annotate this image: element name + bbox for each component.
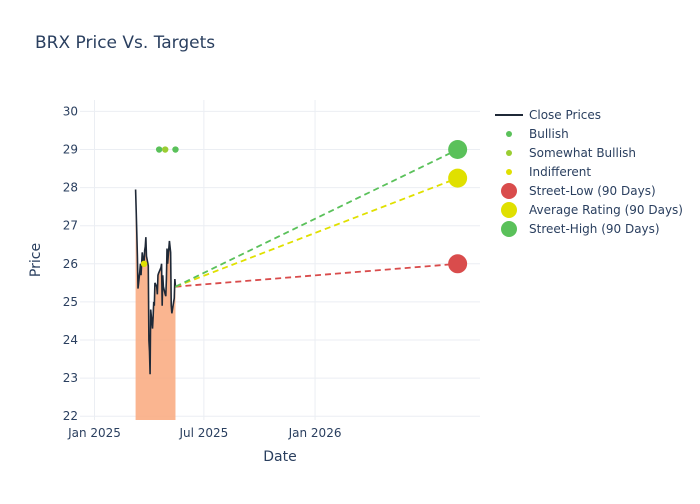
street-low-target-line	[175, 262, 458, 288]
chart-title: BRX Price Vs. Targets	[35, 33, 216, 53]
indifferent-legend-label: Indifferent	[529, 165, 591, 179]
street-high-target-line	[175, 148, 459, 288]
y-tick-label: 27	[63, 219, 78, 233]
average-rating-legend-symbol	[501, 202, 517, 218]
street-low-legend-label: Street-Low (90 Days)	[529, 184, 656, 198]
average-rating-legend-label: Average Rating (90 Days)	[529, 203, 683, 217]
somewhat-bullish-legend-label: Somewhat Bullish	[529, 146, 636, 160]
street-high-legend-label: Street-High (90 Days)	[529, 222, 660, 236]
y-tick-label: 22	[63, 409, 78, 423]
street-high-legend-symbol	[501, 221, 517, 237]
legend: Close Prices Bullish Somewhat Bullish Indif…	[495, 108, 683, 237]
average-rating-target-line	[175, 177, 458, 288]
x-tick-label: Jan 2026	[288, 426, 342, 440]
street-low-target-marker	[448, 254, 468, 274]
price-lines	[134, 148, 459, 375]
y-tick-label: 30	[63, 104, 78, 118]
y-tick-label: 29	[63, 143, 78, 157]
y-tick-label: 23	[63, 371, 78, 385]
average-rating-target-marker	[448, 168, 468, 188]
bullish-rating-point	[172, 146, 179, 153]
y-axis-title: Price	[28, 243, 44, 277]
indifferent-rating-point	[140, 260, 148, 268]
bullish-legend-label: Bullish	[529, 127, 569, 141]
somewhat-bullish-rating-point	[161, 146, 169, 153]
x-tick-label: Jul 2025	[178, 426, 228, 440]
somewhat-bullish-legend-symbol	[506, 150, 512, 156]
x-axis-title: Date	[263, 449, 296, 465]
street-high-target-marker	[448, 140, 468, 160]
markers	[140, 140, 468, 274]
close-prices-legend-label: Close Prices	[529, 108, 601, 122]
y-tick-label: 26	[63, 257, 78, 271]
x-tick-label: Jan 2025	[67, 426, 121, 440]
indifferent-legend-symbol	[506, 169, 512, 175]
y-tick-label: 25	[63, 295, 78, 309]
axes: 22 23 24 25 26 27 28 29 30 Jan 2025 Jul 2025 Jan 20…	[28, 104, 341, 465]
y-tick-label: 24	[63, 333, 78, 347]
street-low-legend-symbol	[501, 183, 517, 199]
close-area	[135, 189, 176, 420]
bullish-rating-point	[155, 146, 163, 153]
bullish-legend-symbol	[506, 131, 512, 137]
y-tick-label: 28	[63, 181, 78, 195]
close-price-area	[135, 189, 176, 420]
